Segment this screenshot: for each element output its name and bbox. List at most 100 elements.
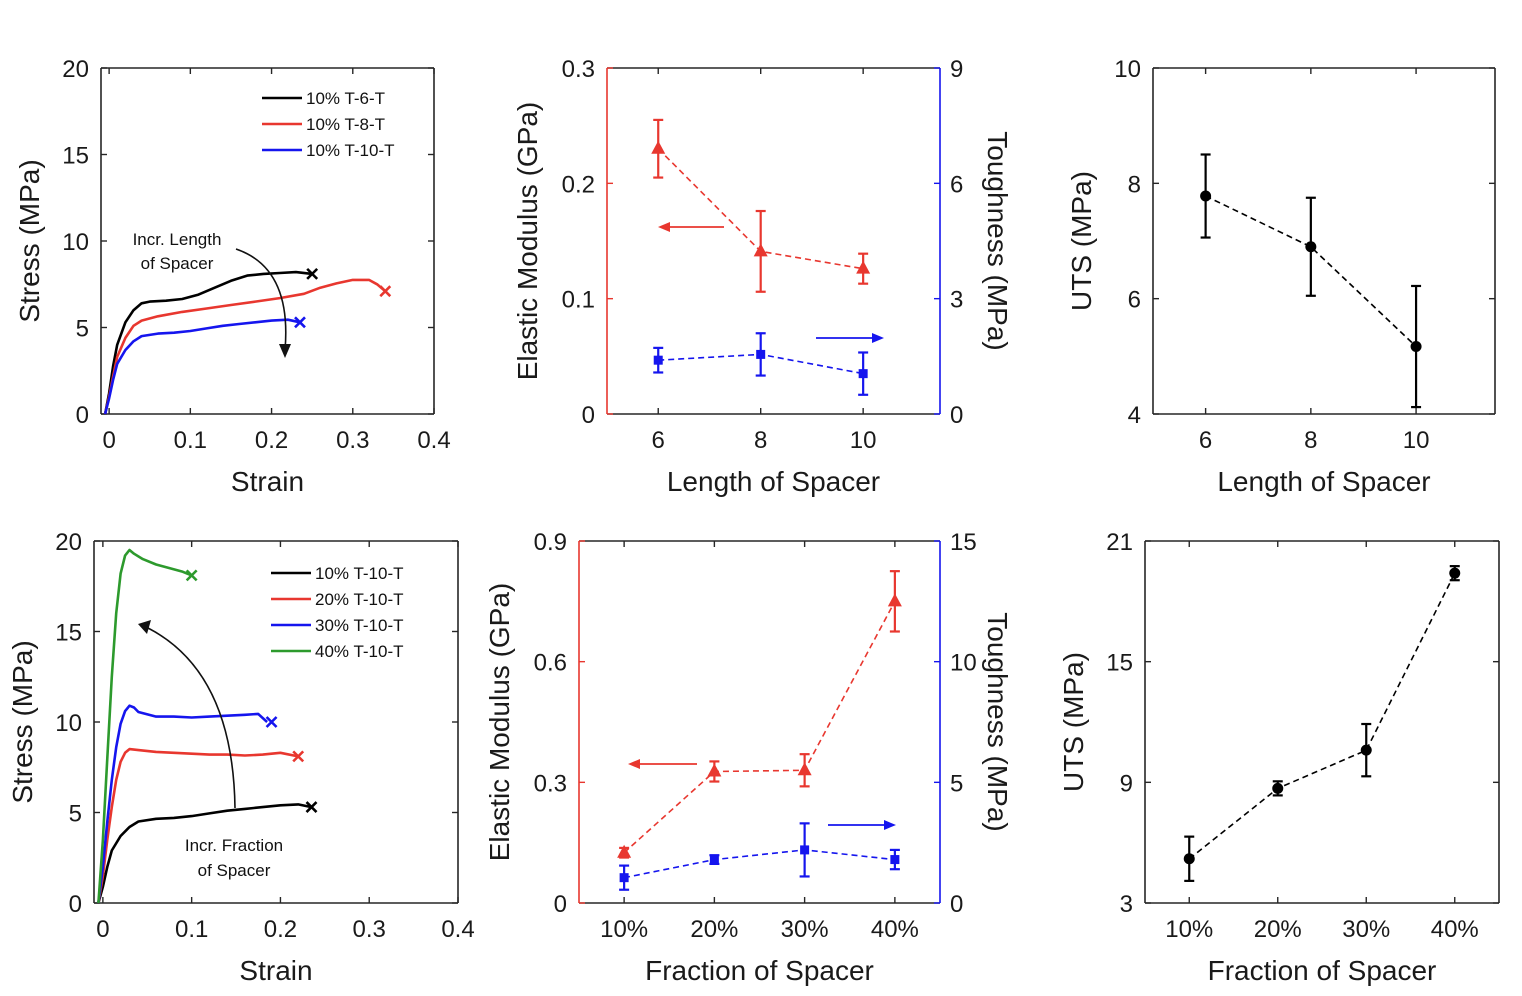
y2-tick-label: 6 — [950, 171, 963, 198]
y-tick-label: 6 — [1128, 287, 1141, 314]
y2-axis-label: Toughness (MPa) — [982, 612, 1013, 831]
y-tick-label: 5 — [69, 801, 82, 828]
y-tick-label: 0.3 — [562, 56, 595, 83]
chart-b: 6 8 10 0 0.1 0.2 0.3 0 3 6 9 Length of Spacer Elasti… — [512, 56, 1013, 497]
chart-f: 10% 20% 30% 40% 3 9 15 21 Fraction of Spacer UTS … — [1058, 529, 1500, 986]
series-line-1 — [97, 803, 312, 904]
x-axis-label: Fraction of Spacer — [645, 955, 874, 986]
x-axis-label: Fraction of Spacer — [1208, 955, 1437, 986]
x-tick-label: 10 — [1403, 427, 1430, 454]
series-line-2 — [97, 747, 299, 904]
y-tick-label: 0.3 — [534, 770, 567, 797]
y-axis-label: Stress (MPa) — [14, 159, 45, 322]
data-point — [1360, 744, 1372, 756]
x-tick-label: 20% — [690, 916, 738, 943]
x-tick-label: 40% — [871, 916, 919, 943]
y-tick-label: 0 — [582, 402, 595, 429]
x-tick-label: 30% — [1342, 916, 1390, 943]
connector-line — [1205, 195, 1417, 348]
y2-tick-label: 3 — [950, 287, 963, 314]
series-1 — [1183, 565, 1461, 882]
data-point — [619, 873, 629, 883]
fracture-marker-2 — [292, 750, 305, 763]
annotation-line-2: of Spacer — [198, 861, 271, 880]
legend-entry-1: 10% T-10-T — [315, 564, 404, 583]
connector-line — [1188, 572, 1456, 860]
x-tick-label: 40% — [1431, 916, 1479, 943]
y-tick-label: 10 — [55, 710, 82, 737]
y-axis-label: Elastic Modulus (GPa) — [512, 102, 543, 381]
annotation-line-1: Incr. Fraction — [185, 836, 283, 855]
y-axis-label: UTS (MPa) — [1066, 171, 1097, 311]
y-tick-label: 9 — [1120, 770, 1133, 797]
series-line-4 — [97, 548, 193, 904]
y2-tick-label: 10 — [950, 650, 977, 677]
series-line-2 — [103, 278, 387, 415]
y-tick-label: 20 — [55, 529, 82, 556]
chart-e: 10% 20% 30% 40% 0 0.3 0.6 0.9 0 5 10 15 Fraction of … — [484, 529, 1013, 986]
chart-a: 0 0.1 0.2 0.3 0.4 0 5 10 15 20 Strain Stress (MPa) 1… — [14, 56, 451, 497]
fracture-marker-3 — [294, 316, 306, 329]
y-tick-label: 5 — [76, 316, 89, 343]
x-tick-label: 6 — [1199, 427, 1212, 454]
left-axis-arrowhead — [628, 759, 640, 769]
x-tick-label: 0.2 — [264, 916, 297, 943]
y-tick-label: 0 — [69, 891, 82, 918]
arrowhead — [138, 620, 151, 634]
x-tick-label: 0.1 — [174, 427, 207, 454]
connector-line — [623, 600, 896, 854]
x-tick-label: 0.1 — [175, 916, 208, 943]
axis-indicator-arrows — [628, 759, 896, 830]
x-tick-label: 0.3 — [353, 916, 386, 943]
y-tick-label: 10 — [1114, 56, 1141, 83]
y-tick-label: 20 — [62, 56, 89, 83]
y2-tick-label: 0 — [950, 402, 963, 429]
y-axis-label: Elastic Modulus (GPa) — [484, 583, 515, 862]
data-point — [653, 355, 663, 365]
data-point — [707, 763, 722, 777]
annotation: Incr. Length of Spacer — [133, 230, 291, 358]
fracture-marker-1 — [305, 801, 318, 813]
series-line-3 — [103, 318, 301, 415]
series-line-3 — [97, 704, 268, 904]
x-tick-label: 6 — [652, 427, 665, 454]
x-tick-label: 0.2 — [255, 427, 288, 454]
y-tick-label: 0.2 — [562, 171, 595, 198]
y2-tick-label: 9 — [950, 56, 963, 83]
y-tick-label: 0.1 — [562, 287, 595, 314]
y-tick-label: 3 — [1120, 891, 1133, 918]
data-point — [1200, 190, 1212, 202]
connector-line — [623, 849, 895, 879]
x-axis-label: Length of Spacer — [667, 466, 880, 497]
y-tick-label: 0 — [76, 402, 89, 429]
x-tick-label: 10% — [600, 916, 648, 943]
fracture-marker-1 — [306, 267, 319, 280]
y-tick-label: 15 — [55, 620, 82, 647]
series-1 — [1200, 153, 1422, 409]
y-tick-label: 10 — [62, 229, 89, 256]
data-point — [753, 243, 768, 257]
legend-entry-3: 10% T-10-T — [306, 141, 395, 160]
y-tick-label: 15 — [1106, 650, 1133, 677]
data-point — [709, 855, 719, 865]
y2-axis-label: Toughness (MPa) — [982, 131, 1013, 350]
x-tick-label: 0 — [96, 916, 109, 943]
legend: 10% T-10-T 20% T-10-T 30% T-10-T 40% T-10-T — [271, 564, 404, 661]
arrowhead — [279, 344, 291, 358]
legend-entry-1: 10% T-6-T — [306, 89, 385, 108]
x-tick-label: 30% — [781, 916, 829, 943]
data-point — [1410, 341, 1422, 353]
y2-tick-label: 5 — [950, 770, 963, 797]
x-axis-label: Strain — [239, 955, 312, 986]
y-tick-label: 8 — [1128, 171, 1141, 198]
data-point — [1305, 241, 1317, 253]
x-tick-label: 8 — [1304, 427, 1317, 454]
data-point — [1183, 853, 1195, 865]
series-line-1 — [103, 270, 313, 415]
x-tick-label: 8 — [754, 427, 767, 454]
x-axis-label: Strain — [231, 466, 304, 497]
data-point — [756, 349, 766, 359]
data-point — [800, 845, 810, 855]
y-tick-label: 21 — [1106, 529, 1133, 556]
